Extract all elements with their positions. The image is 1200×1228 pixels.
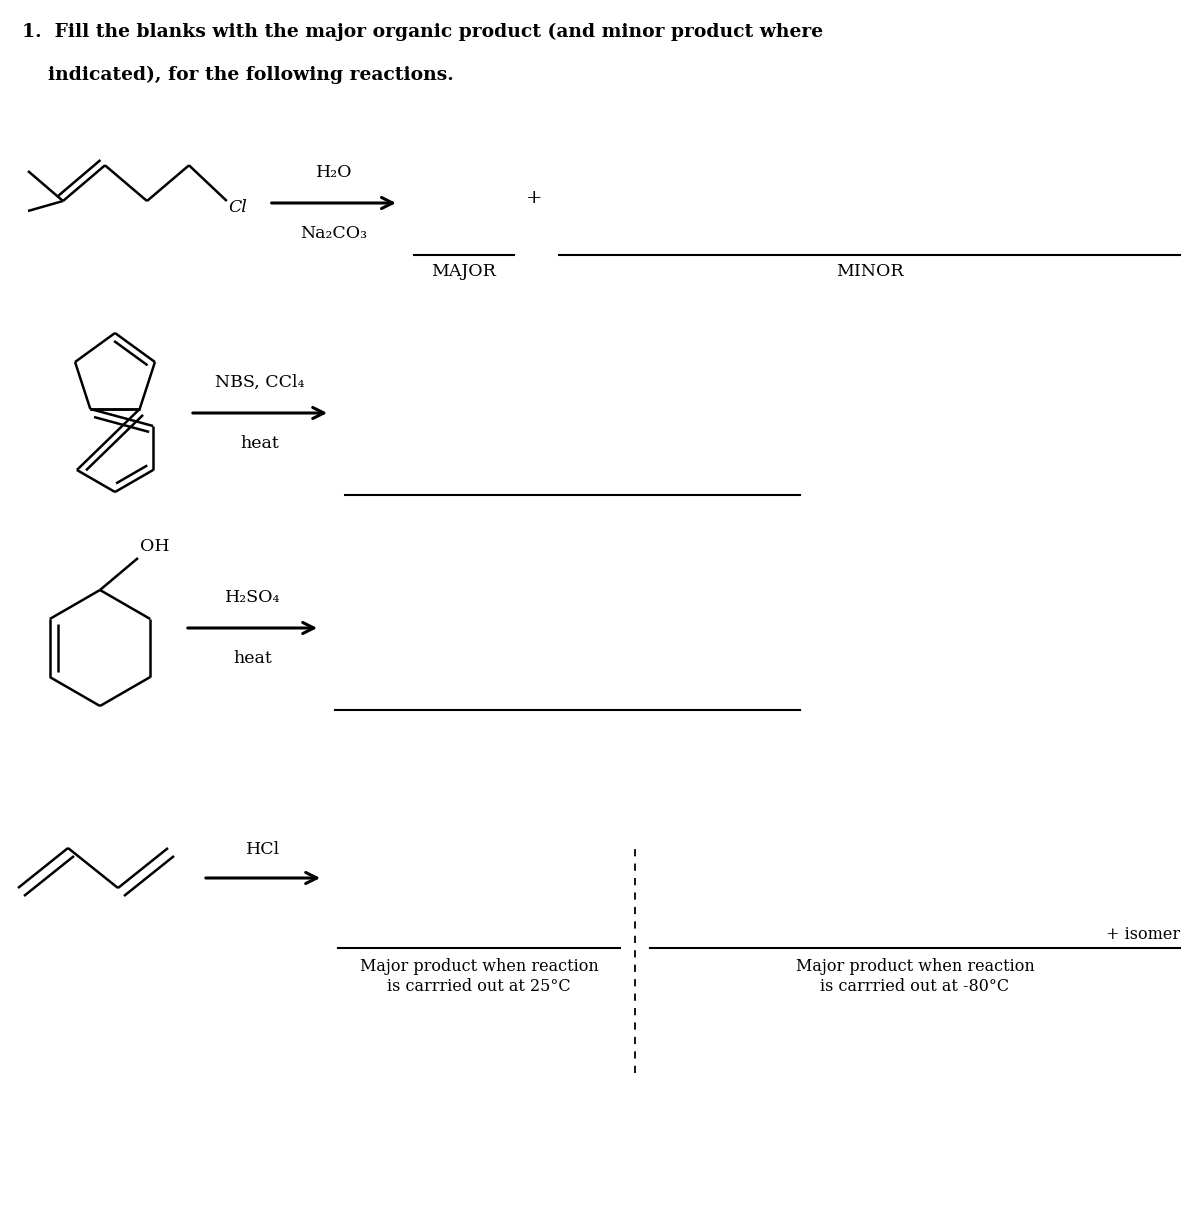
Text: H₂SO₄: H₂SO₄ xyxy=(224,589,281,605)
Text: Na₂CO₃: Na₂CO₃ xyxy=(300,225,367,242)
Text: NBS, CCl₄: NBS, CCl₄ xyxy=(215,375,305,391)
Text: heat: heat xyxy=(233,650,272,667)
Text: + isomer: + isomer xyxy=(1106,926,1180,943)
Text: MAJOR: MAJOR xyxy=(431,263,497,280)
Text: +: + xyxy=(526,189,542,208)
Text: HCl: HCl xyxy=(246,841,280,858)
Text: 1.  Fill the blanks with the major organic product (and minor product where: 1. Fill the blanks with the major organi… xyxy=(22,23,823,42)
Text: MINOR: MINOR xyxy=(835,263,904,280)
Text: indicated), for the following reactions.: indicated), for the following reactions. xyxy=(22,66,454,85)
Text: heat: heat xyxy=(241,435,280,452)
Text: Major product when reaction
is carrried out at -80°C: Major product when reaction is carrried … xyxy=(796,958,1034,995)
Text: OH: OH xyxy=(140,538,169,555)
Text: Cl: Cl xyxy=(229,199,247,216)
Text: H₂O: H₂O xyxy=(316,165,352,181)
Text: Major product when reaction
is carrried out at 25°C: Major product when reaction is carrried … xyxy=(360,958,599,995)
